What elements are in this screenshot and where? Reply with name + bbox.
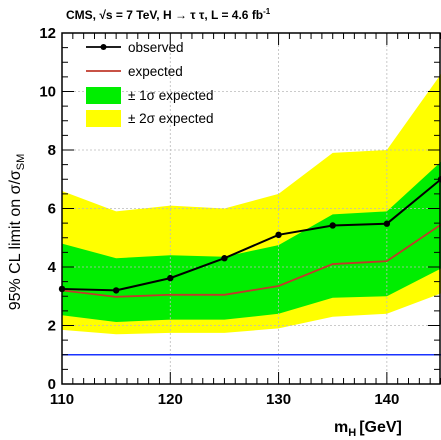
x-tick-label: 140 [374,391,399,408]
observed-point [167,274,174,282]
legend: observed expected ± 1σ expected ± 2σ exp… [86,40,214,127]
x-tick-label: 110 [50,391,74,408]
observed-point [329,222,336,229]
expected-line [61,223,441,298]
y-tick-label: 10 [39,84,56,101]
observed-line [61,178,441,292]
x-axis-label: mH [GeV] [334,419,402,439]
y-tick-label: 6 [48,201,56,218]
chart-title: CMS, √s = 7 TeV, H → τ τ, L = 4.6 fb-1 [66,7,271,22]
observed-point [112,287,120,294]
observed-point [221,255,228,262]
legend-1sigma-label: ± 1σ expected [128,88,214,103]
axis-ticks [61,32,441,385]
y-tick-label: 8 [48,142,56,159]
legend-expected-label: expected [128,64,183,79]
limit-lines [58,176,441,298]
tick-labels: 110 120 130 140 0 2 4 6 8 10 12 [39,25,399,408]
grid-lines [62,33,441,384]
legend-2sigma-label: ± 2σ expected [128,111,214,126]
legend-observed-marker [100,44,107,50]
legend-2sigma: ± 2σ expected [86,110,214,127]
x-tick-label: 120 [158,391,183,408]
x-tick-label: 130 [266,391,291,408]
legend-1sigma: ± 1σ expected [86,87,214,104]
legend-1sigma-swatch [86,87,121,104]
y-tick-label: 4 [48,259,57,276]
observed-point [275,231,282,239]
y-tick-label: 12 [39,25,56,42]
legend-2sigma-swatch [86,110,121,127]
y-tick-label: 2 [48,318,56,335]
legend-observed: observed [86,40,184,55]
legend-expected: expected [86,64,183,79]
y-axis-label: 95% CL limit on σ/σSM [7,154,27,311]
legend-observed-label: observed [128,40,184,55]
observed-point [383,220,391,227]
y-tick-label: 0 [48,376,56,393]
